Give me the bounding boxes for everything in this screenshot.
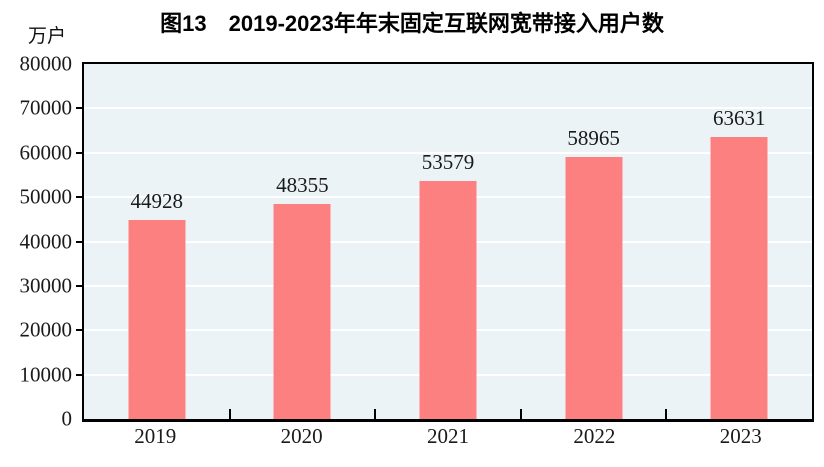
bar-value-label: 58965 [567,126,620,151]
y-axis-tick-label: 70000 [19,95,73,120]
y-axis-unit-label: 万户 [28,26,67,47]
y-axis-ticks [76,64,82,419]
x-axis-label: 2021 [426,424,469,448]
bar-value-label: 48355 [276,173,329,198]
y-axis-tick-label: 10000 [19,362,73,387]
y-axis-tick [76,107,82,110]
y-axis-tick-label: 60000 [19,140,73,165]
bar-value-label: 63631 [712,105,766,130]
x-axis-tick [665,409,668,419]
bar-value-label: 44928 [130,188,184,213]
plot-area: 44928 48355 53579 58965 63631 [82,62,814,422]
y-axis-tick [76,373,82,376]
x-axis-label: 2023 [719,424,762,448]
x-axis-label: 2022 [573,424,616,448]
x-axis-label: 2019 [134,424,177,448]
x-axis-tick [374,409,377,419]
bar [273,204,331,419]
bar [710,136,768,419]
bar [565,157,623,419]
y-axis-tick [76,196,82,199]
y-axis-tick [76,240,82,243]
bar [128,219,186,419]
gridline [84,151,812,154]
y-axis-tick [76,284,82,287]
bar-value-label: 53579 [421,150,475,175]
x-axis-tick-labels: 2019 2020 2021 2022 2023 [82,426,814,452]
chart-title: 图13 2019-2023年年末固定互联网宽带接入用户数 [160,11,664,36]
y-axis-tick [76,329,82,332]
y-axis-tick-labels: 0 10000 20000 30000 40000 50000 60000 70000 8000… [0,53,73,429]
x-axis-tick [228,409,231,419]
y-axis-tick [76,151,82,154]
y-axis-tick-label: 50000 [19,184,73,209]
y-axis-tick-label: 20000 [19,317,73,342]
y-axis-tick-label: 30000 [19,273,73,298]
y-axis-tick-label: 40000 [19,229,73,253]
x-axis-label: 2020 [280,424,323,448]
bar [419,181,477,419]
y-axis-tick-label: 80000 [19,51,73,76]
gridline [84,107,812,110]
y-axis-tick-label: 0 [61,406,73,431]
x-axis-tick [519,409,522,419]
